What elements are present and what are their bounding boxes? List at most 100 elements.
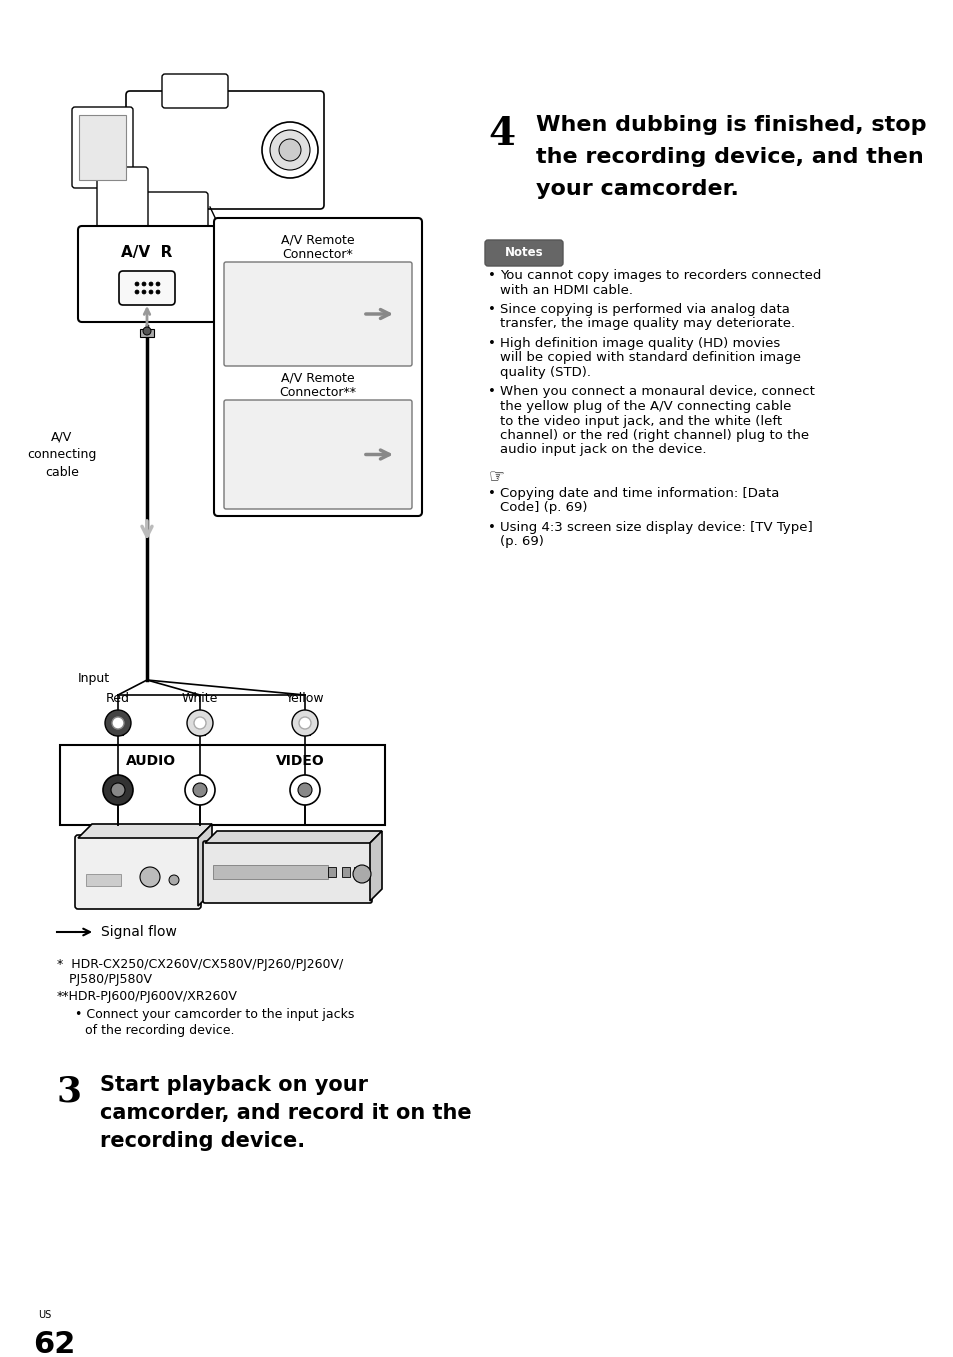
Text: •: • [488, 269, 496, 282]
Text: Using 4:3 screen size display device: [TV Type]: Using 4:3 screen size display device: [T… [499, 521, 812, 535]
Text: When dubbing is finished, stop: When dubbing is finished, stop [536, 115, 925, 134]
Bar [79, 115, 126, 180]
Text: your camcorder.: your camcorder. [536, 179, 739, 199]
Circle shape [298, 716, 311, 729]
Circle shape [193, 783, 207, 797]
Circle shape [290, 775, 319, 805]
Text: •: • [488, 303, 496, 316]
Text: VIDEO: VIDEO [275, 754, 325, 768]
Text: A/V  R: A/V R [121, 244, 172, 259]
Text: Yellow: Yellow [285, 692, 324, 706]
Text: **HDR-PJ600/PJ600V/XR260V: **HDR-PJ600/PJ600V/XR260V [57, 991, 237, 1003]
Text: 3: 3 [57, 1075, 82, 1109]
Text: •: • [488, 337, 496, 350]
Text: Since copying is performed via analog data: Since copying is performed via analog da… [499, 303, 789, 316]
Text: ☞: ☞ [488, 467, 503, 484]
Text: •: • [488, 521, 496, 535]
Polygon shape [205, 830, 381, 843]
Circle shape [111, 783, 125, 797]
Circle shape [142, 282, 146, 286]
Bar [60, 745, 385, 825]
Text: White: White [182, 692, 218, 706]
Circle shape [169, 875, 179, 885]
Circle shape [262, 122, 317, 178]
Text: Connector*: Connector* [282, 247, 353, 261]
Text: AUDIO: AUDIO [126, 754, 176, 768]
FancyBboxPatch shape [78, 227, 215, 322]
FancyBboxPatch shape [119, 271, 174, 305]
FancyBboxPatch shape [203, 841, 372, 902]
Bar [194, 715, 205, 735]
Circle shape [142, 290, 146, 294]
Polygon shape [370, 830, 381, 901]
Circle shape [353, 864, 371, 883]
Circle shape [149, 290, 152, 294]
Bar [213, 864, 328, 879]
FancyBboxPatch shape [162, 75, 228, 109]
Circle shape [135, 290, 139, 294]
FancyBboxPatch shape [75, 835, 201, 909]
Circle shape [270, 130, 310, 170]
Text: •: • [488, 487, 496, 499]
Polygon shape [78, 824, 212, 839]
Text: (p. 69): (p. 69) [499, 536, 543, 548]
Text: Start playback on your: Start playback on your [100, 1075, 368, 1095]
Text: Input: Input [78, 672, 110, 685]
Text: • Connect your camcorder to the input jacks: • Connect your camcorder to the input ja… [75, 1008, 354, 1020]
Circle shape [112, 716, 124, 729]
Circle shape [103, 775, 132, 805]
Circle shape [156, 290, 160, 294]
Text: 62: 62 [33, 1330, 75, 1357]
Text: •: • [488, 385, 496, 399]
Text: will be copied with standard definition image: will be copied with standard definition … [499, 351, 801, 365]
Bar [140, 328, 153, 337]
Text: Signal flow: Signal flow [101, 925, 176, 939]
Text: transfer, the image quality may deteriorate.: transfer, the image quality may deterior… [499, 318, 794, 331]
Text: 4: 4 [488, 115, 515, 153]
FancyBboxPatch shape [71, 107, 132, 189]
Text: of the recording device.: of the recording device. [85, 1025, 234, 1037]
FancyBboxPatch shape [97, 167, 148, 243]
Text: audio input jack on the device.: audio input jack on the device. [499, 444, 706, 456]
Text: with an HDMI cable.: with an HDMI cable. [499, 284, 633, 296]
Text: camcorder, and record it on the: camcorder, and record it on the [100, 1103, 471, 1124]
Text: When you connect a monaural device, connect: When you connect a monaural device, conn… [499, 385, 814, 399]
Text: the yellow plug of the A/V connecting cable: the yellow plug of the A/V connecting ca… [499, 400, 791, 413]
Text: US: US [38, 1310, 51, 1320]
Text: A/V Remote: A/V Remote [281, 372, 355, 384]
Text: High definition image quality (HD) movies: High definition image quality (HD) movie… [499, 337, 780, 350]
Circle shape [297, 783, 312, 797]
Circle shape [278, 138, 301, 161]
Bar [341, 867, 350, 877]
Text: A/V Remote: A/V Remote [281, 233, 355, 247]
Circle shape [135, 282, 139, 286]
Circle shape [187, 710, 213, 735]
Circle shape [292, 710, 317, 735]
Text: Code] (p. 69): Code] (p. 69) [499, 502, 587, 514]
Text: recording device.: recording device. [100, 1130, 305, 1151]
Bar [112, 715, 123, 735]
Bar [328, 867, 335, 877]
Text: Red: Red [106, 692, 130, 706]
Bar [299, 715, 310, 735]
Circle shape [105, 710, 131, 735]
Text: to the video input jack, and the white (left: to the video input jack, and the white (… [499, 414, 781, 427]
Circle shape [149, 282, 152, 286]
Text: quality (STD).: quality (STD). [499, 366, 590, 379]
Text: A/V: A/V [51, 430, 72, 442]
Text: *  HDR-CX250/CX260V/CX580V/PJ260/PJ260V/: * HDR-CX250/CX260V/CX580V/PJ260/PJ260V/ [57, 958, 343, 972]
FancyBboxPatch shape [224, 400, 412, 509]
Circle shape [156, 282, 160, 286]
Text: the recording device, and then: the recording device, and then [536, 147, 923, 167]
Circle shape [193, 716, 206, 729]
Text: Connector**: Connector** [279, 385, 356, 399]
Circle shape [185, 775, 214, 805]
Text: cable: cable [45, 465, 79, 479]
Polygon shape [198, 824, 212, 906]
FancyBboxPatch shape [484, 240, 562, 266]
FancyBboxPatch shape [126, 91, 324, 209]
Bar [354, 867, 361, 877]
Circle shape [140, 867, 160, 887]
Text: connecting: connecting [28, 448, 96, 461]
FancyBboxPatch shape [213, 218, 421, 516]
